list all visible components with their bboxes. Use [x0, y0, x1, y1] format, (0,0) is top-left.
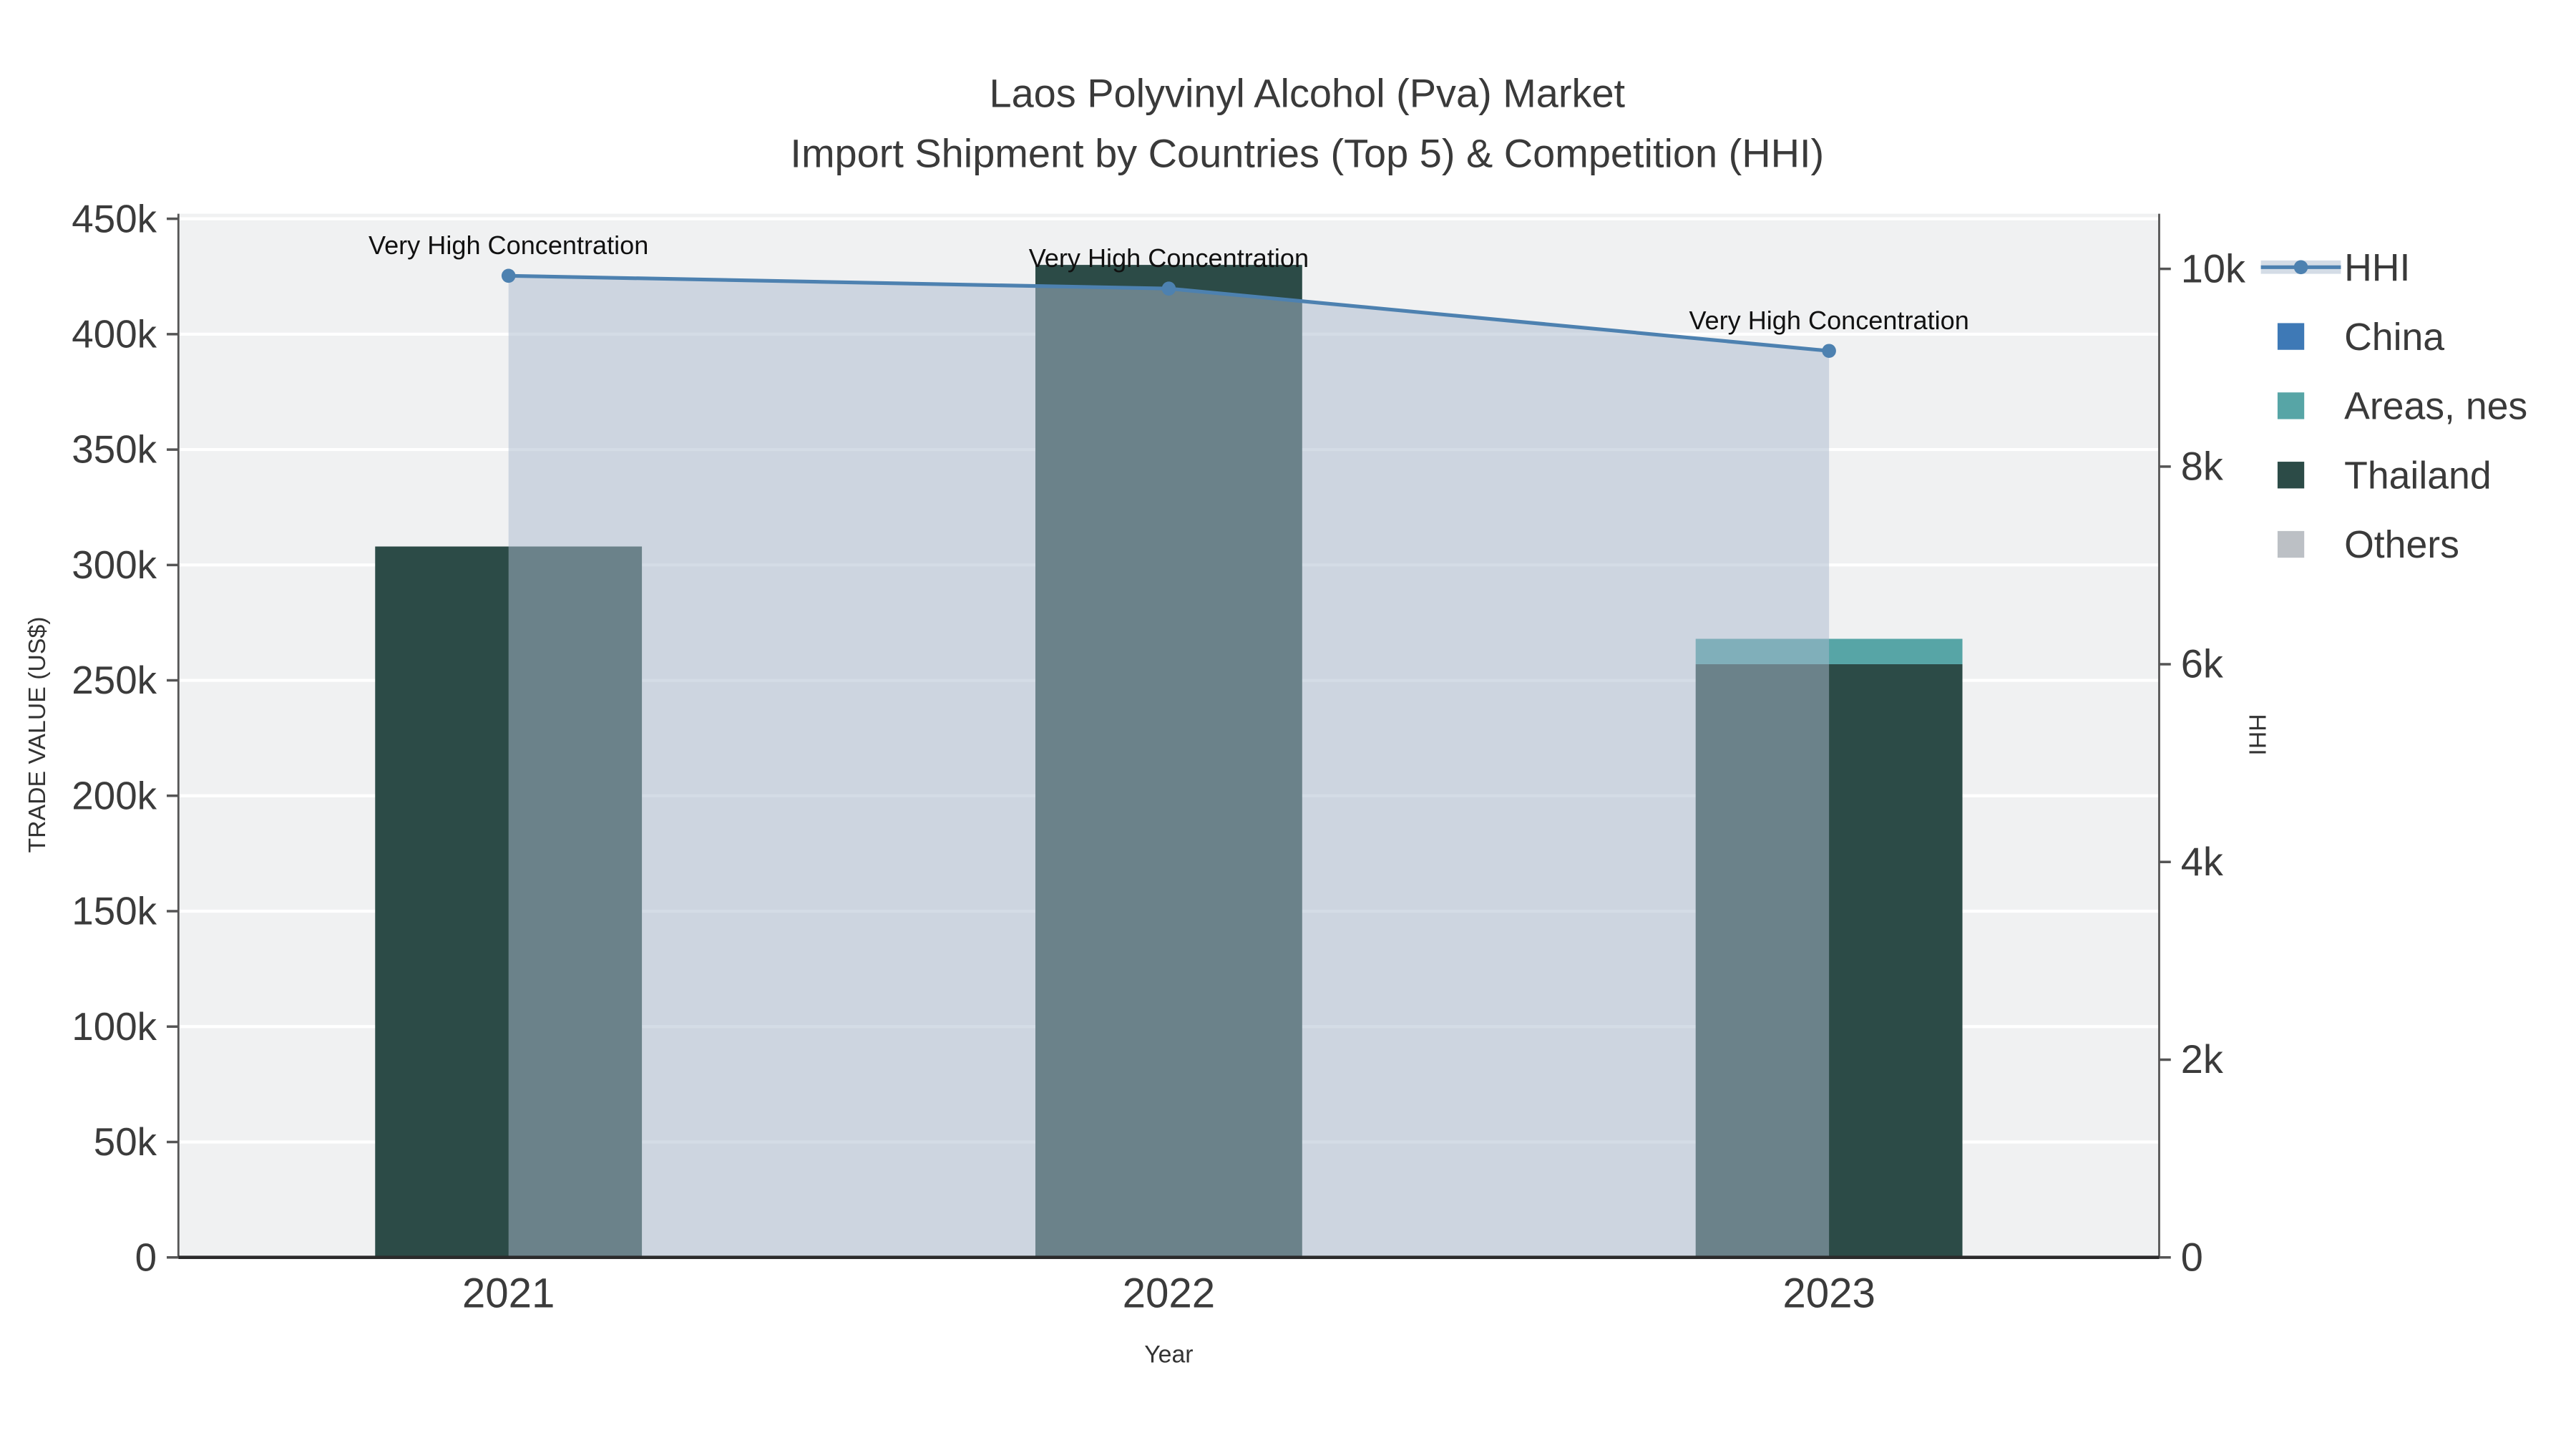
chart-title-line1: Laos Polyvinyl Alcohol (Pva) Market [989, 70, 1625, 115]
legend-item-china[interactable]: China [2277, 316, 2444, 359]
right-tick-label: 4k [2181, 839, 2224, 884]
right-tick-label: 10k [2181, 246, 2246, 291]
annotation-2022: Very High Concentration [1029, 243, 1309, 273]
legend-label: Others [2344, 523, 2459, 566]
x-axis-title: Year [1144, 1341, 1193, 1369]
legend-item-others[interactable]: Others [2277, 523, 2459, 566]
left-tick-label: 350k [72, 427, 157, 472]
x-tick-label-2023: 2023 [1782, 1270, 1875, 1317]
y-axis-title-right: HHI [2243, 714, 2270, 755]
left-tick-label: 200k [72, 773, 157, 817]
left-tick-label: 450k [72, 196, 157, 240]
legend-label: HHI [2344, 246, 2410, 289]
hhi-marker-2021[interactable] [501, 268, 516, 283]
legend-swatch [2277, 323, 2305, 350]
legend-swatch [2277, 462, 2305, 489]
legend-swatch [2277, 392, 2305, 419]
right-tick-label: 6k [2181, 641, 2224, 686]
left-tick-label: 150k [72, 889, 157, 933]
hhi-marker-2022[interactable] [1161, 281, 1176, 296]
x-tick-label-2021: 2021 [462, 1270, 555, 1317]
x-tick-label-2022: 2022 [1123, 1270, 1216, 1317]
legend-label: China [2344, 316, 2444, 359]
right-tick-label: 2k [2181, 1036, 2224, 1082]
legend-label: Areas, nes [2344, 385, 2527, 428]
hhi-marker-2023[interactable] [1822, 344, 1836, 359]
annotation-2021: Very High Concentration [369, 230, 648, 260]
chart-title-line2: Import Shipment by Countries (Top 5) & C… [790, 130, 1824, 175]
left-tick-label: 300k [72, 543, 157, 587]
left-tick-label: 100k [72, 1004, 157, 1049]
annotation-2023: Very High Concentration [1689, 306, 1968, 335]
legend-item-hhi[interactable]: HHI [2260, 246, 2411, 289]
y-axis-title-left: TRADE VALUE (US$) [24, 616, 51, 852]
left-tick-label: 0 [135, 1235, 157, 1279]
right-tick-label: 0 [2181, 1234, 2203, 1279]
left-tick-label: 250k [72, 658, 157, 702]
left-tick-label: 50k [94, 1119, 157, 1164]
left-tick-label: 400k [72, 311, 157, 356]
legend-item-areas-nes[interactable]: Areas, nes [2277, 385, 2527, 428]
right-tick-label: 8k [2181, 443, 2224, 488]
hhi-area-fill [508, 276, 1830, 1258]
legend-label: Thailand [2344, 454, 2492, 497]
legend-hhi-marker-icon [2293, 260, 2308, 275]
legend-swatch [2277, 530, 2305, 558]
legend-item-thailand[interactable]: Thailand [2277, 454, 2492, 497]
